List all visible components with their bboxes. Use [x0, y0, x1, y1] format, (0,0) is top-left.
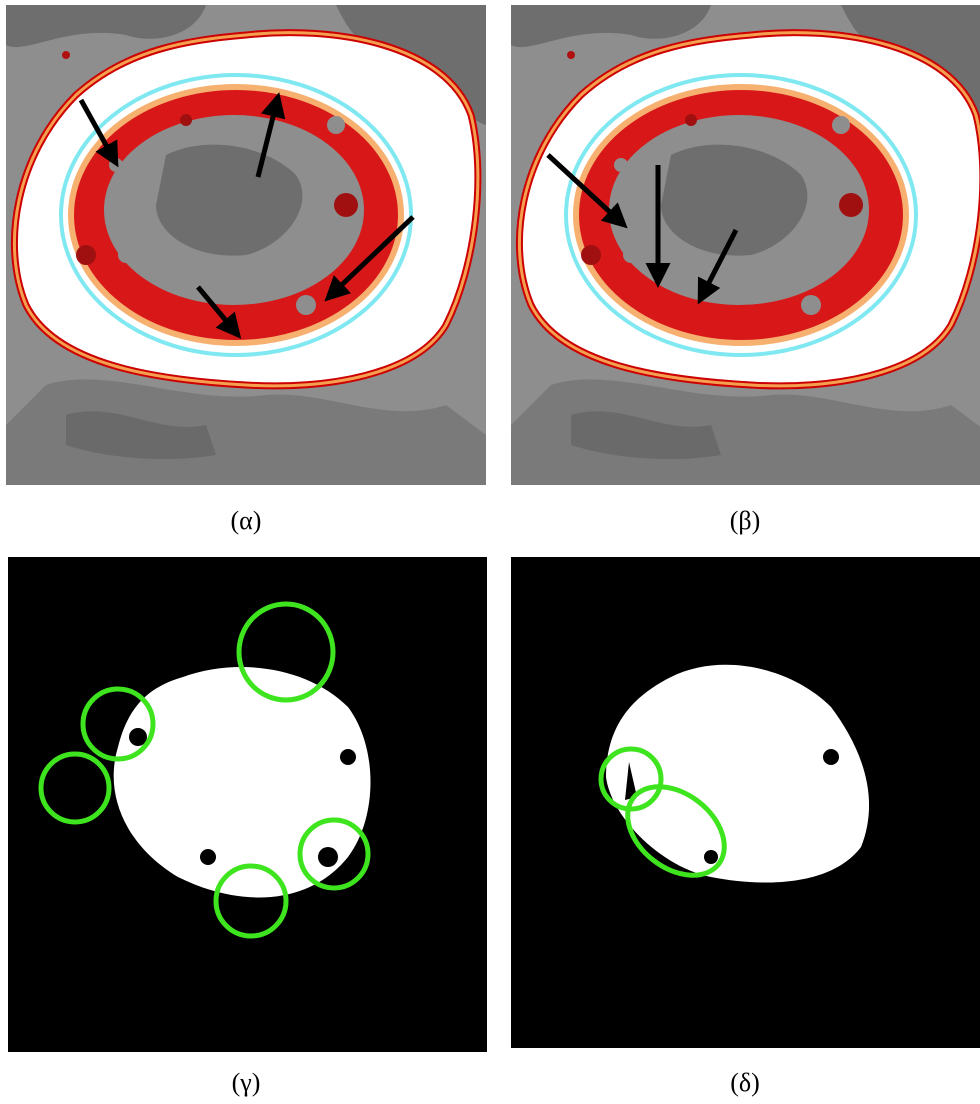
caption: (γ) [146, 1068, 346, 1098]
image-beta [511, 5, 980, 485]
caption: (β) [645, 506, 845, 536]
figure-page: (α) (β) (γ) (δ) (() => { const data = JS… [0, 0, 980, 1104]
image-gamma [8, 557, 487, 1052]
image-alpha [6, 5, 486, 485]
image-delta [511, 557, 980, 1048]
caption: (δ) [645, 1068, 845, 1098]
caption: (α) [146, 506, 346, 536]
